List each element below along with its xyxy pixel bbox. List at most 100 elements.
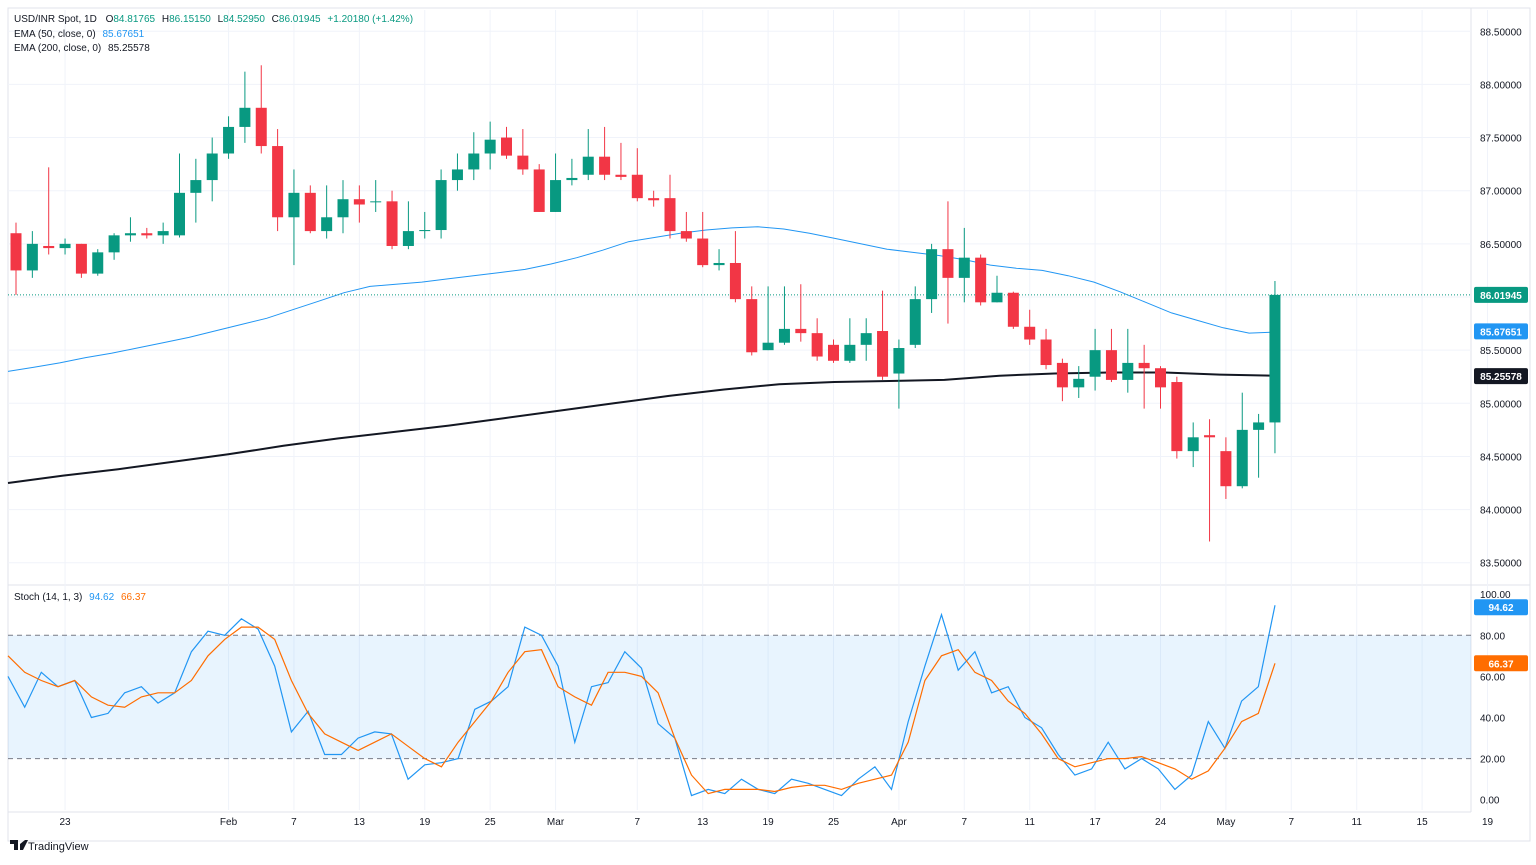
stoch-tick-label: 60.00 (1480, 672, 1505, 683)
candle-up (321, 217, 333, 232)
candle-down (648, 198, 660, 201)
tradingview-logo-text: TradingView (28, 841, 89, 853)
legend-ema50-line[interactable]: EMA (50, close, 0) 85.67651 (14, 29, 145, 40)
candle-up (484, 139, 496, 154)
candle-down (517, 155, 529, 170)
candle-up (1089, 350, 1101, 377)
candle-up (239, 107, 251, 127)
candle-up (713, 262, 725, 266)
price-axis[interactable]: 83.50000 84.00000 84.50000 85.00000 85.50000… (1480, 27, 1522, 806)
candle-up (337, 199, 349, 218)
candle-down (942, 249, 954, 278)
candle-up (1269, 294, 1281, 423)
candle-down (304, 192, 316, 232)
symbol-name: USD/INR Spot, 1D (14, 14, 97, 25)
stoch-tick-label: 0.00 (1480, 796, 1500, 807)
candle-up (762, 342, 774, 351)
time-tick-label: 25 (485, 817, 497, 828)
time-tick-label: 19 (1482, 817, 1494, 828)
stoch-d-value: 66.37 (121, 592, 146, 603)
time-tick-label: 25 (828, 817, 840, 828)
tradingview-logo-icon (10, 840, 28, 850)
candle-down (631, 174, 643, 199)
time-axis[interactable]: 23 Feb 7 13 19 25 Mar 7 13 19 25 Apr 7 11 17 24 May 7 11 15… (59, 817, 1493, 828)
candle-down (1204, 435, 1216, 438)
candle-up (958, 257, 970, 278)
candle-up (926, 249, 938, 300)
close-value: 86.01945 (279, 14, 321, 25)
candle-up (909, 299, 921, 345)
candle-up (778, 328, 790, 343)
price-tick-label: 87.00000 (1480, 187, 1522, 198)
candle-down (615, 174, 627, 177)
candle-up (370, 201, 382, 203)
candle-down (680, 231, 692, 239)
candle-up (550, 180, 562, 212)
candle-down (1007, 292, 1019, 327)
ema50-value: 85.67651 (102, 29, 144, 40)
candle-down (811, 333, 823, 357)
candle-up (190, 180, 202, 193)
stoch-k-label-bg (1474, 599, 1528, 616)
ema200-label: 85.25578 (1480, 372, 1522, 383)
stoch-tick-label: 100.00 (1480, 590, 1511, 601)
time-tick-label: 11 (1025, 817, 1036, 828)
legend-symbol-line[interactable]: USD/INR Spot, 1D O84.81765 H86.15150 L84… (14, 14, 413, 25)
candle-up (223, 126, 235, 154)
price-tick-label: 83.50000 (1480, 559, 1522, 570)
stoch-tick-label: 80.00 (1480, 631, 1505, 642)
candle-down (272, 146, 284, 218)
stoch-band (8, 634, 1471, 760)
ema50-line (7, 226, 1276, 372)
candle-down (975, 257, 987, 303)
candle-up (582, 156, 594, 175)
candle-down (353, 199, 365, 205)
candle-down (1024, 326, 1036, 340)
legend: USD/INR Spot, 1D O84.81765 H86.15150 L84… (14, 14, 413, 603)
candle-down (141, 233, 153, 236)
candle-up (419, 230, 431, 232)
candle-down (533, 169, 545, 212)
candle-up (157, 231, 169, 236)
stoch-tick-label: 20.00 (1480, 755, 1505, 766)
candle-down (1155, 368, 1166, 388)
price-tick-label: 88.50000 (1480, 27, 1522, 38)
time-tick-label: Mar (547, 817, 565, 828)
candle-down (697, 238, 709, 266)
candle-down (729, 262, 741, 300)
price-tick-label: 87.50000 (1480, 134, 1522, 145)
open-value: 84.81765 (113, 14, 155, 25)
stoch-k-value: 94.62 (89, 592, 114, 603)
candle-down (664, 198, 676, 232)
candle-down (746, 299, 758, 353)
low-value: 84.52950 (223, 14, 265, 25)
candle-down (501, 137, 512, 156)
tradingview-logo[interactable]: TradingView (10, 840, 89, 853)
stoch-d-line (7, 626, 1276, 795)
candle-up (26, 243, 38, 271)
candle-down (1040, 339, 1052, 366)
legend-stoch-line[interactable]: Stoch (14, 1, 3) 94.62 66.37 (14, 592, 146, 603)
last-price-label-bg (1474, 286, 1528, 303)
time-tick-label: 7 (962, 817, 968, 828)
price-tick-label: 88.00000 (1480, 80, 1522, 91)
ema200-value: 85.25578 (108, 43, 150, 54)
candle-down (1105, 350, 1117, 380)
legend-ema200-line[interactable]: EMA (200, close, 0) 85.25578 (14, 43, 150, 54)
time-tick-label: 13 (697, 817, 709, 828)
stoch-k-label: 94.62 (1488, 603, 1513, 614)
time-tick-label: Feb (220, 817, 238, 828)
price-tick-label: 85.50000 (1480, 346, 1522, 357)
candle-down (599, 156, 611, 175)
time-tick-label: 17 (1090, 817, 1102, 828)
candle-up (174, 192, 185, 236)
high-value: 86.15150 (169, 14, 211, 25)
time-tick-label: 19 (763, 817, 775, 828)
stoch-tick-label: 40.00 (1480, 714, 1505, 725)
change-value: +1.20180 (+1.42%) (327, 14, 413, 25)
axis-value-labels: 86.01945 85.67651 85.25578 94.62 66.37 (1474, 286, 1528, 672)
candle-up (92, 252, 104, 274)
last-price-label: 86.01945 (1480, 291, 1522, 302)
candle-down (75, 243, 87, 274)
